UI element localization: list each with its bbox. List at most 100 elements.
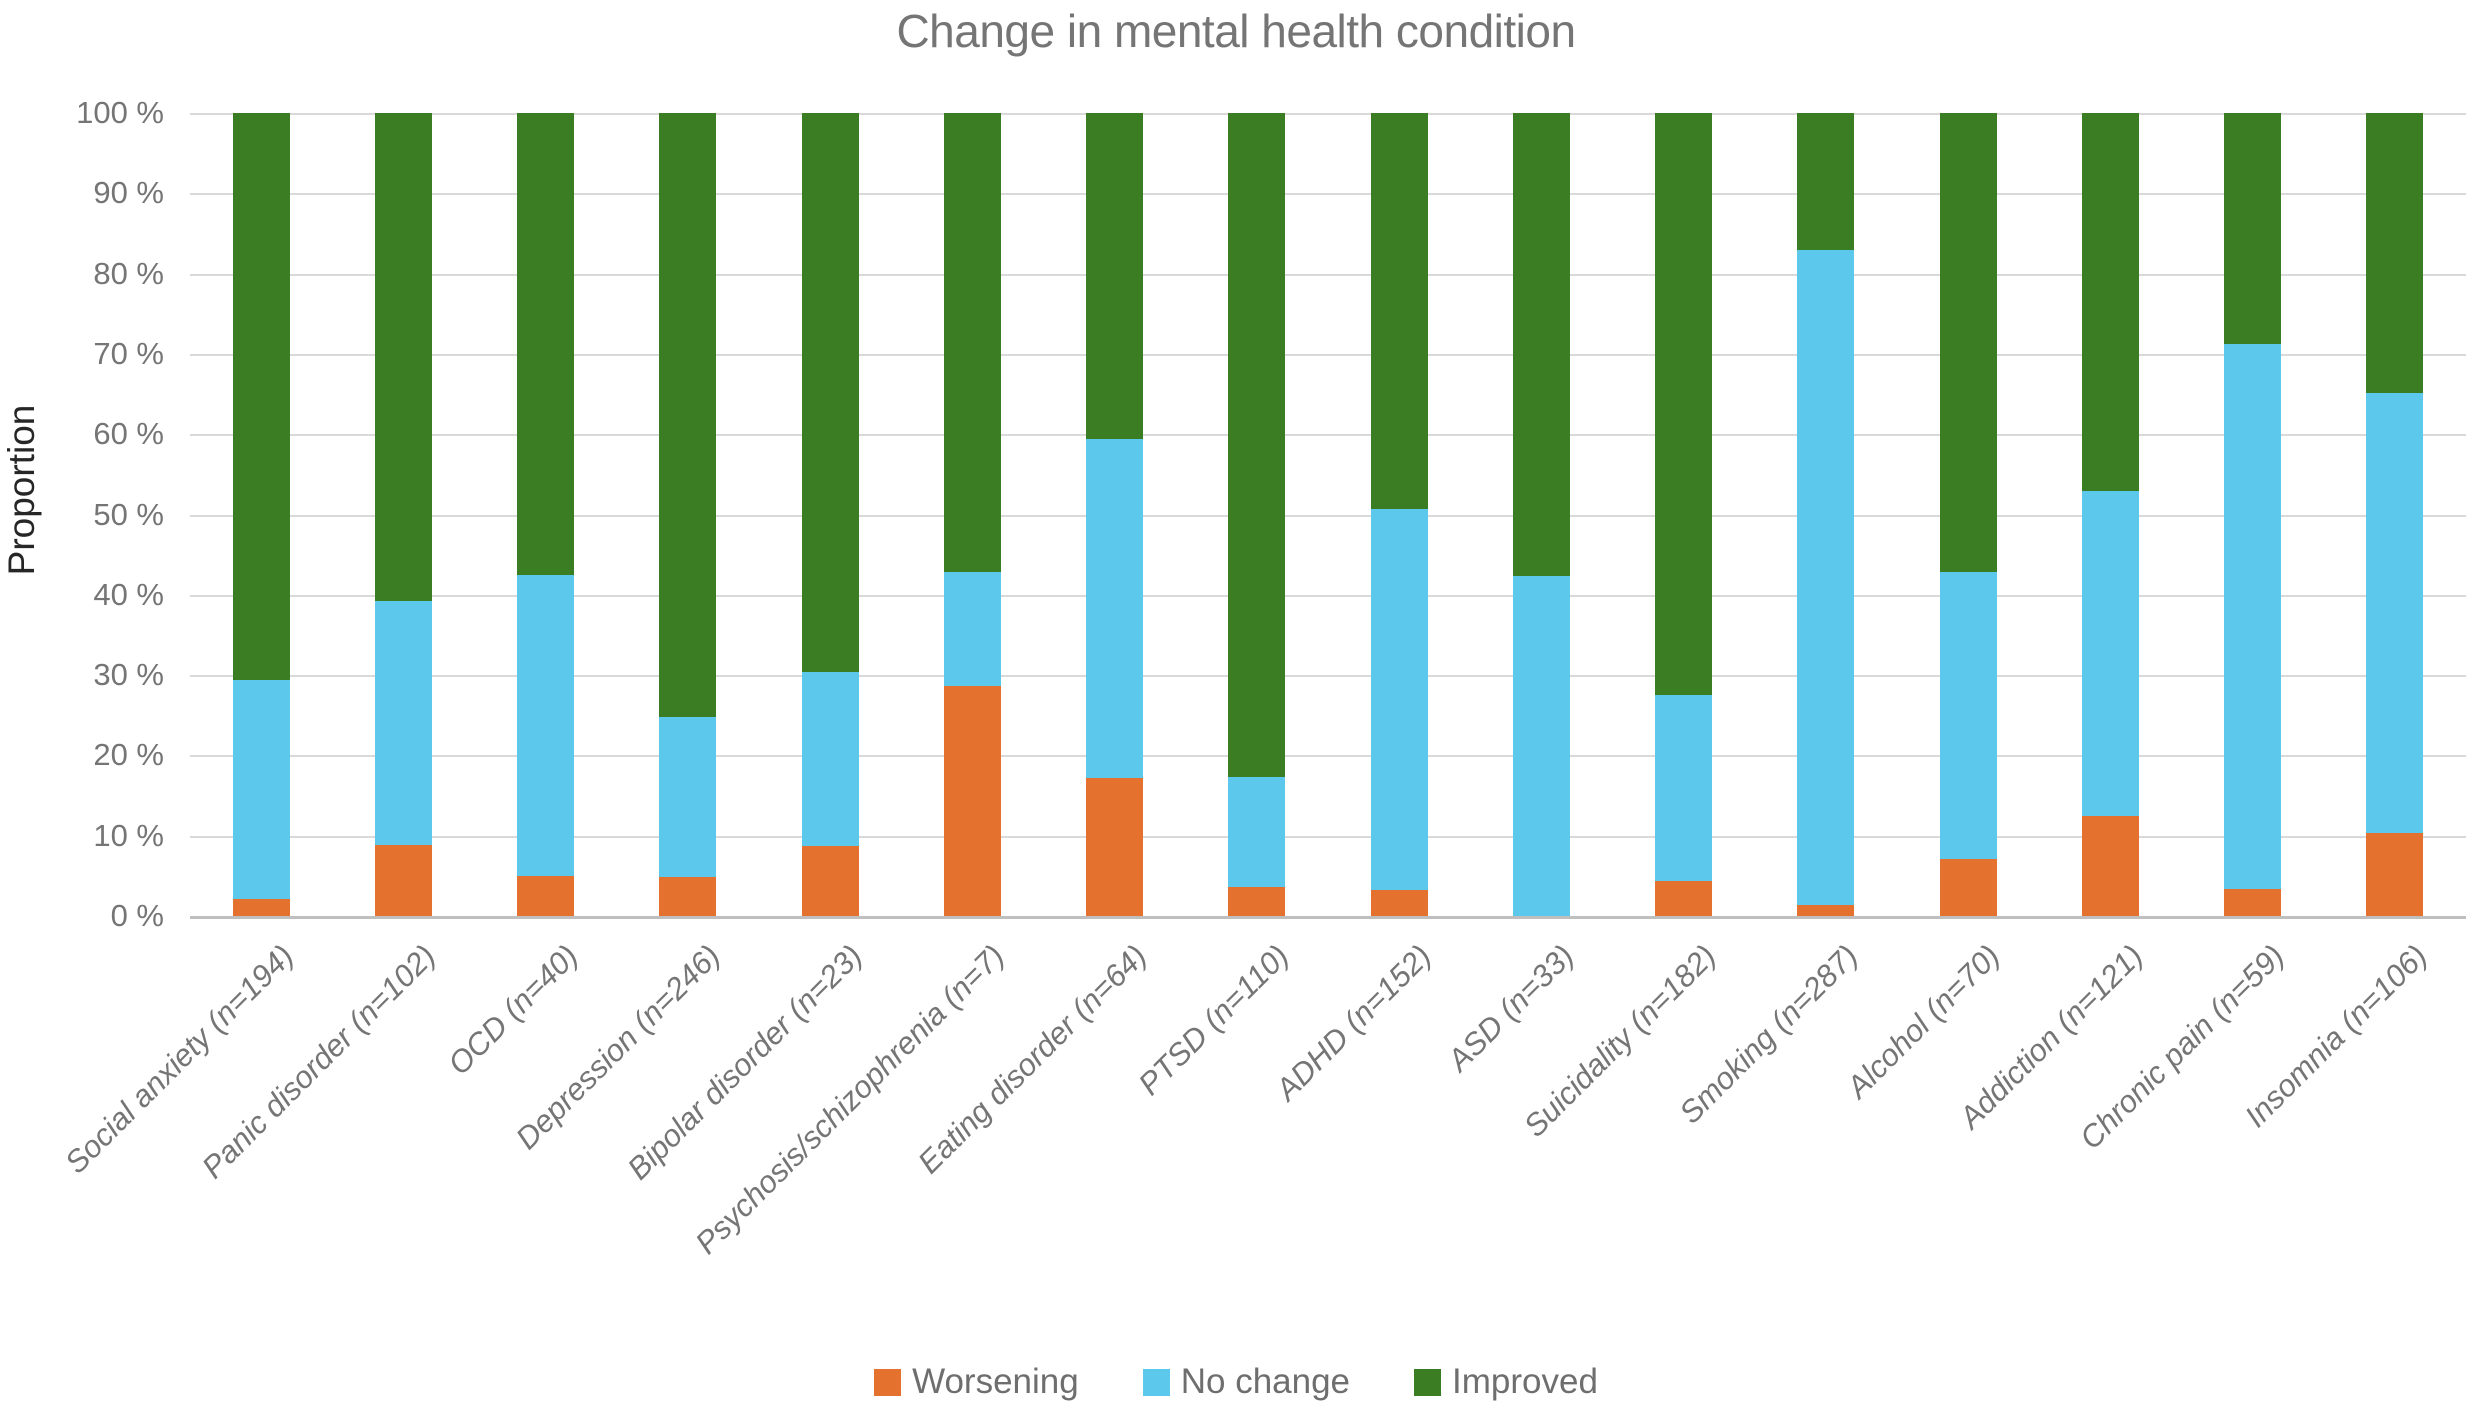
bar-segment-improved [232,113,290,680]
y-tick-label: 50 % [93,497,164,532]
legend: Worsening No change Improved [0,1362,2472,1402]
bar-slot [1186,113,1328,916]
bar-segment-worsening [2081,816,2139,916]
legend-item-improved: Improved [1414,1362,1598,1402]
bar-segment-improved [659,113,717,717]
legend-label: Worsening [912,1362,1079,1401]
x-axis-label: Eating disorder (n=64) [911,938,1154,1181]
bar-segment-no-change [943,571,1001,687]
legend-swatch-no-change [1142,1368,1170,1396]
bar-segment-improved [1939,113,1997,572]
bar-slot [1613,113,1755,916]
gridline [190,113,2466,115]
y-tick-label: 0 % [110,898,164,933]
bar-segment-no-change [1797,250,1855,905]
bar-slot [1755,113,1897,916]
bar-segment-worsening [801,846,859,916]
bar-10 [1512,113,1570,916]
bar-5 [801,113,859,916]
bar-segment-improved [1512,113,1570,576]
bar-segment-worsening [1655,880,1713,916]
bar-segment-worsening [943,686,1001,916]
y-tick-label: 60 % [93,416,164,451]
y-tick-label: 70 % [93,336,164,371]
bar-slot [901,113,1043,916]
bar-segment-improved [1655,113,1713,696]
bar-segment-improved [943,113,1001,572]
bar-slot [1328,113,1470,916]
bar-segment-no-change [374,601,432,846]
bar-segment-worsening [1086,777,1144,916]
bar-segment-no-change [801,671,859,847]
gridline [190,274,2466,276]
bar-segment-improved [517,113,575,575]
bar-slot [1897,113,2039,916]
bar-segment-no-change [1228,777,1286,888]
bar-segment-worsening [232,899,290,916]
legend-item-worsening: Worsening [874,1362,1079,1402]
bar-segment-improved [1370,113,1428,509]
x-axis-label: OCD (n=40) [440,938,585,1082]
bar-segment-improved [1228,113,1286,778]
bar-segment-no-change [1655,695,1713,881]
gridline [190,755,2466,757]
bar-slot [190,113,332,916]
bar-14 [2081,113,2139,916]
bar-segment-no-change [517,574,575,876]
x-axis-label: Psychosis/schizophrenia (n=7) [688,938,1012,1261]
bar-15 [2224,113,2282,916]
bar-slot [617,113,759,916]
y-tick-label: 10 % [93,818,164,853]
gridline [190,675,2466,677]
gridline [190,193,2466,195]
chart-title: Change in mental health condition [896,5,1576,57]
bar-segment-worsening [2224,888,2282,916]
bar-slot [2039,113,2181,916]
bar-3 [517,113,575,916]
bar-slot [2324,113,2466,916]
bar-segment-no-change [659,716,717,877]
bar-segment-no-change [2224,344,2282,889]
y-tick-label: 40 % [93,577,164,612]
y-tick-label: 20 % [93,737,164,772]
y-tick-label: 80 % [93,256,164,291]
y-tick-label: 30 % [93,657,164,692]
bar-slot [759,113,901,916]
bar-segment-no-change [1939,571,1997,859]
bar-segment-worsening [659,876,717,916]
legend-swatch-improved [1414,1368,1442,1396]
bar-segment-worsening [1797,904,1855,916]
bar-segment-worsening [1939,859,1997,916]
bar-12 [1797,113,1855,916]
bar-segment-no-change [2081,491,2139,817]
bar-8 [1228,113,1286,916]
bar-segment-worsening [1228,887,1286,916]
bar-segment-worsening [374,845,432,916]
x-axis-label: Social anxiety (n=194) [57,938,300,1181]
bar-segment-no-change [2366,393,2424,833]
plot-area [190,113,2466,919]
y-tick-label: 90 % [93,175,164,210]
bar-segment-improved [2224,113,2282,345]
bar-segment-improved [2081,113,2139,492]
bar-9 [1370,113,1428,916]
bar-segment-worsening [517,875,575,916]
gridline [190,354,2466,356]
bar-segment-improved [801,113,859,672]
bar-segment-no-change [1512,575,1570,916]
bar-slot [1044,113,1186,916]
x-axis-label: Bipolar disorder (n=23) [620,938,869,1187]
bar-1 [232,113,290,916]
bar-segment-improved [374,113,432,602]
bar-slot [475,113,617,916]
legend-item-no-change: No change [1142,1362,1350,1402]
bar-segment-worsening [2366,832,2424,916]
bar-segment-improved [2366,113,2424,394]
x-axis-label: ASD (n=33) [1440,938,1581,1078]
gridline [190,434,2466,436]
bar-16 [2366,113,2424,916]
gridline [190,836,2466,838]
bar-11 [1655,113,1713,916]
bar-segment-no-change [1370,508,1428,890]
